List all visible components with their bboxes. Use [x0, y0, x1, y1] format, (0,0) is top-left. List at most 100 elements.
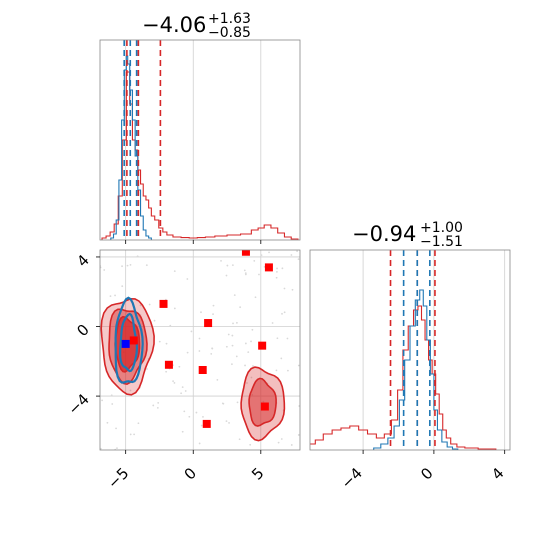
joint-x-tick-label: −5 [104, 464, 132, 492]
joint-panel: −5 0 5 −4 0 4 [64, 249, 301, 492]
sample-point [291, 288, 294, 291]
contour-level [114, 296, 144, 384]
sample-point [188, 415, 191, 418]
sample-point [297, 364, 300, 367]
sample-point [250, 376, 253, 379]
sample-point [225, 274, 228, 277]
title-top-minus: −0.85 [208, 25, 251, 41]
sample-point [277, 441, 280, 444]
sample-point [283, 311, 286, 314]
sample-point [173, 307, 176, 310]
joint-contours [100, 296, 286, 442]
sample-point [115, 427, 117, 430]
sample-point [258, 273, 260, 276]
marginal-x-hist-series-0 [101, 71, 299, 240]
marginal-x-frame [99, 39, 301, 241]
marginal-y-panel: −4 0 4 [309, 249, 511, 492]
sample-point [244, 273, 247, 276]
sample-point [190, 330, 193, 333]
joint-frame [99, 249, 301, 451]
sample-point [271, 322, 274, 324]
marginal-x-panel [99, 39, 301, 244]
sample-point [220, 259, 222, 262]
joint-markers [121, 250, 273, 428]
sample-point [181, 386, 184, 389]
joint-marker [202, 419, 211, 428]
sample-point [198, 442, 201, 445]
sample-point [178, 365, 181, 368]
sample-point [276, 337, 279, 340]
sample-point [111, 403, 114, 405]
sample-point [136, 255, 139, 258]
sample-point [235, 355, 238, 358]
marginal-y-histograms [310, 289, 497, 450]
joint-marker [159, 299, 168, 308]
sample-point [121, 285, 124, 288]
sample-point [225, 345, 228, 348]
joint-marker [129, 336, 138, 345]
sample-point [228, 422, 230, 424]
sample-point [253, 259, 256, 262]
title-right: −0.94 +1.00 −1.51 [352, 220, 463, 250]
sample-point [244, 272, 247, 274]
sample-point [129, 389, 132, 392]
sample-point [195, 411, 198, 414]
sample-point [121, 265, 123, 268]
sample-point [186, 351, 189, 354]
sample-point [153, 319, 156, 322]
sample-point [236, 321, 238, 324]
sample-point [103, 269, 106, 271]
joint-marker [241, 250, 250, 256]
sample-point [211, 347, 214, 350]
marginal-x-hist-series-1 [110, 55, 152, 240]
sample-point [173, 270, 176, 273]
joint-marker [204, 319, 213, 328]
sample-point [148, 303, 151, 306]
sample-point [226, 264, 229, 267]
sample-point [231, 264, 234, 267]
sample-point [109, 295, 112, 298]
sample-point [244, 342, 247, 345]
sample-point [116, 447, 118, 450]
sample-point [250, 340, 252, 343]
sample-point [286, 337, 289, 340]
sample-point [244, 364, 246, 367]
sample-point [216, 378, 219, 381]
sample-point [276, 270, 278, 273]
marginal-y-hist-series-0 [310, 305, 497, 450]
marginal-x-ticks [125, 240, 262, 244]
sample-point [236, 401, 239, 404]
sample-point [186, 278, 189, 280]
title-right-value: −0.94 [352, 222, 416, 246]
title-top-value: −4.06 [142, 13, 206, 37]
sample-point [212, 304, 215, 307]
sample-point [260, 254, 263, 257]
joint-marker [121, 339, 130, 348]
marginal-y-hist-series-1 [373, 289, 459, 450]
sample-point [231, 363, 233, 366]
sample-point [276, 267, 278, 270]
marginal-y-frame [309, 249, 511, 451]
sample-point [106, 421, 109, 424]
marginal-x-grid [125, 40, 262, 240]
sample-point [290, 444, 293, 446]
sample-point [246, 382, 248, 384]
joint-x-tick-label: 5 [248, 464, 267, 483]
sample-point [283, 287, 286, 290]
sample-point [233, 294, 236, 297]
sample-point [200, 424, 203, 427]
joint-marker [258, 341, 267, 350]
sample-point [198, 350, 201, 352]
sample-point [114, 294, 116, 297]
contour-level [118, 312, 139, 373]
sample-point [281, 312, 283, 315]
sample-point [146, 368, 148, 370]
sample-point [129, 433, 132, 436]
sample-point [281, 267, 284, 270]
sample-point [156, 406, 159, 409]
joint-y-tick-label: 0 [73, 321, 92, 340]
title-right-plus: +1.00 [420, 220, 463, 236]
sample-point [165, 342, 168, 345]
sample-point [101, 399, 103, 402]
sample-point [231, 344, 234, 347]
